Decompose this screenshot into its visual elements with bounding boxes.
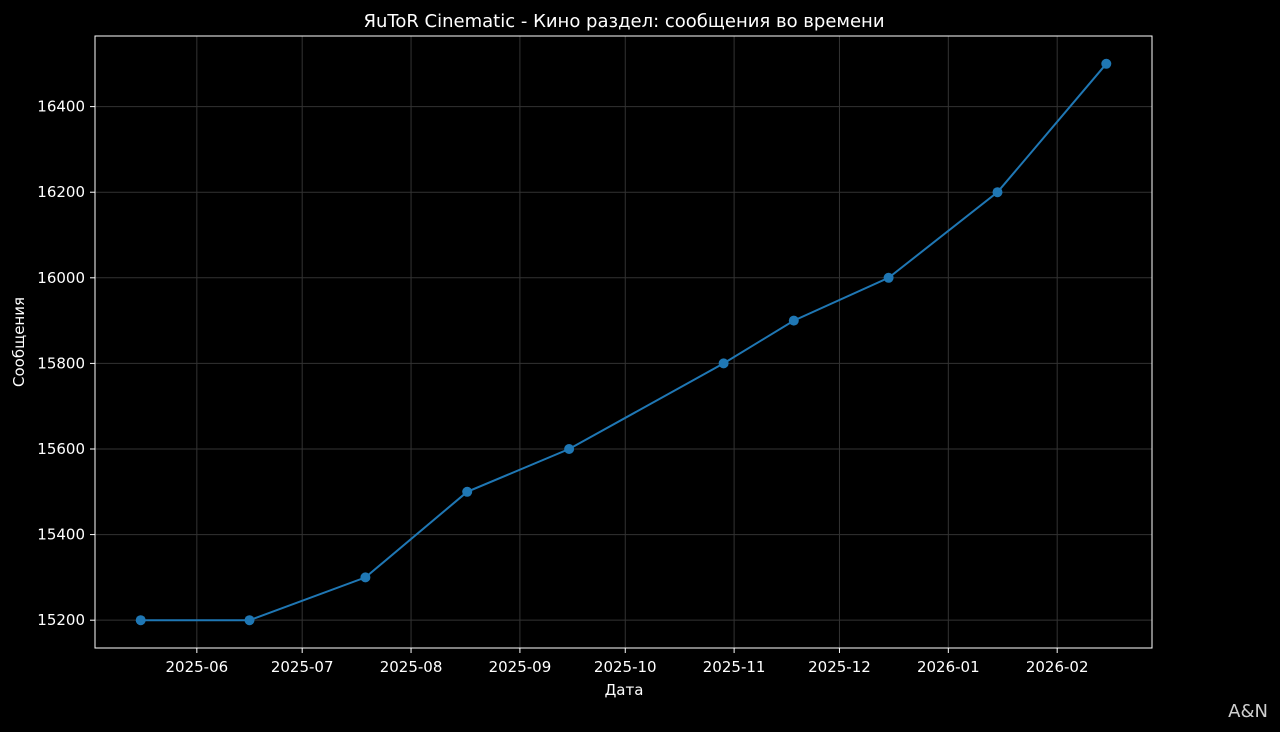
grid xyxy=(95,36,1152,648)
y-tick-label: 15800 xyxy=(37,354,85,372)
y-tick-label: 15200 xyxy=(37,611,85,629)
data-point xyxy=(718,358,729,369)
plot-area-frame xyxy=(94,35,1153,649)
x-tick-label: 2025-12 xyxy=(808,658,871,676)
x-tick-label: 2025-11 xyxy=(703,658,766,676)
data-point xyxy=(244,615,255,626)
watermark: A&N xyxy=(1228,701,1268,722)
x-axis: 2025-06 2025-07 2025-08 2025-09 2025-10 2025-… xyxy=(165,648,1089,676)
data-point xyxy=(1101,58,1112,69)
x-tick-label: 2026-01 xyxy=(917,658,980,676)
data-point xyxy=(992,187,1003,198)
chart-title: ЯuToR Cinematic - Кино раздел: сообщения… xyxy=(363,11,884,32)
x-tick-label: 2025-08 xyxy=(380,658,443,676)
data-point xyxy=(360,572,371,583)
y-tick-label: 15400 xyxy=(37,526,85,544)
series xyxy=(135,58,1112,626)
data-point xyxy=(135,615,146,626)
x-tick-label: 2026-02 xyxy=(1026,658,1089,676)
x-axis-title: Дата xyxy=(605,681,644,699)
y-tick-label: 16400 xyxy=(37,98,85,116)
data-point xyxy=(788,315,799,326)
data-point xyxy=(883,272,894,283)
x-tick-label: 2025-07 xyxy=(271,658,334,676)
y-axis-title: Сообщения xyxy=(10,297,28,387)
y-tick-label: 16200 xyxy=(37,183,85,201)
x-tick-label: 2025-06 xyxy=(165,658,228,676)
x-tick-label: 2025-09 xyxy=(489,658,552,676)
x-tick-label: 2025-10 xyxy=(594,658,657,676)
y-axis: 15200 15400 15600 15800 16000 16200 16400 xyxy=(37,98,95,629)
data-point xyxy=(564,444,575,454)
y-tick-label: 16000 xyxy=(37,269,85,287)
series-line xyxy=(140,63,1108,622)
data-point xyxy=(462,486,473,497)
y-tick-label: 15600 xyxy=(37,440,85,458)
